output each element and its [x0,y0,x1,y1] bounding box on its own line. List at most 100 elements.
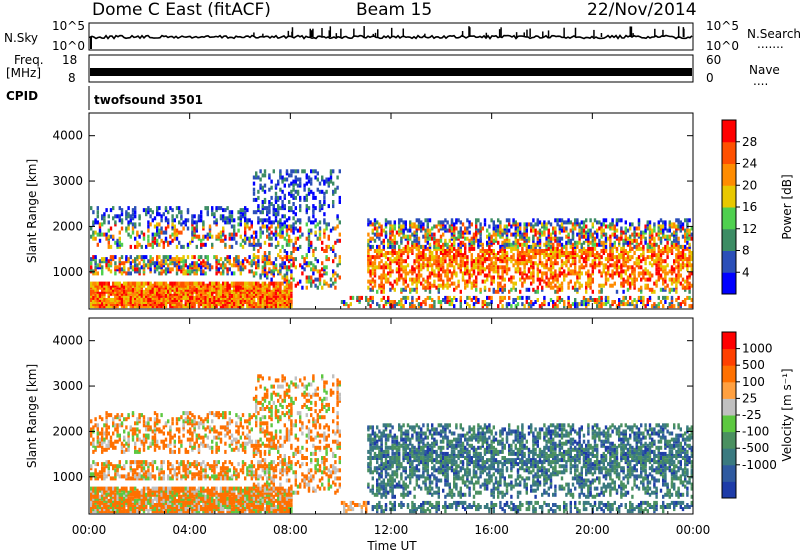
heatmap-cell [374,265,376,269]
heatmap-cell [90,257,92,261]
heatmap-cell [262,186,264,190]
heatmap-cell [497,218,499,222]
heatmap-cell [506,302,508,306]
heatmap-cell [288,173,290,177]
heatmap-cell [325,227,327,231]
heatmap-cell [578,259,580,263]
heatmap-cell [418,237,420,241]
heatmap-cell [380,274,382,278]
heatmap-cell [136,263,138,267]
heatmap-cell [231,210,233,214]
heatmap-cell [369,220,371,224]
heatmap-cell [156,298,158,302]
heatmap-cell [556,237,558,241]
heatmap-cell [244,210,246,214]
heatmap-cell [336,239,338,243]
heatmap-cell [312,192,314,196]
heatmap-cell [479,249,481,253]
heatmap-cell [174,225,176,229]
heatmap-cell [226,255,228,259]
heatmap-cell [143,290,145,294]
heatmap-cell [321,176,323,180]
heatmap-cell [367,218,369,222]
heatmap-cell [165,216,167,220]
heatmap-cell [385,265,387,269]
heatmap-cell [420,263,422,267]
heatmap-cell [427,247,429,251]
heatmap-cell [521,243,523,247]
heatmap-cell [680,257,682,261]
heatmap-cell [158,212,160,216]
heatmap-cell [466,227,468,231]
heatmap-cell [605,218,607,222]
heatmap-cell [686,280,688,284]
heatmap-cell [400,225,402,229]
heatmap-cell [633,304,635,308]
heatmap-cell [290,239,292,243]
heatmap-cell [521,255,523,259]
heatmap-cell [97,476,99,480]
heatmap-cell [308,216,310,220]
heatmap-cell [257,292,259,296]
heatmap-cell [512,257,514,261]
heatmap-cell [532,261,534,265]
heatmap-cell [468,269,470,273]
heatmap-cell [530,276,532,280]
heatmap-cell [372,286,374,290]
heatmap-cell [587,229,589,233]
heatmap-cell [336,225,338,229]
heatmap-cell [114,220,116,224]
heatmap-cell [594,231,596,235]
heatmap-cell [616,229,618,233]
heatmap-cell [105,493,107,497]
heatmap-cell [317,171,319,175]
heatmap-cell [548,278,550,282]
heatmap-cell [655,271,657,275]
heatmap-cell [400,218,402,222]
heatmap-cell [152,233,154,237]
heatmap-cell [398,267,400,271]
heatmap-cell [160,263,162,267]
heatmap-cell [468,276,470,280]
heatmap-cell [662,225,664,229]
heatmap-cell [420,220,422,224]
heatmap-cell [396,278,398,282]
heatmap-cell [231,294,233,298]
heatmap-cell [682,278,684,282]
heatmap-cell [504,265,506,269]
heatmap-cell [182,245,184,249]
heatmap-cell [163,269,165,273]
heatmap-cell [532,235,534,239]
heatmap-cell [680,302,682,306]
heatmap-cell [147,282,149,286]
heatmap-cell [94,237,96,241]
heatmap-cell [310,190,312,194]
heatmap-cell [671,304,673,308]
heatmap-cell [273,282,275,286]
heatmap-cell [220,214,222,218]
heatmap-cell [268,237,270,241]
heatmap-cell [581,263,583,267]
heatmap-cell [306,208,308,212]
heatmap-cell [92,237,94,241]
heatmap-cell [592,251,594,255]
heatmap-cell [303,188,305,192]
heatmap-cell [237,229,239,233]
heatmap-cell [688,290,690,294]
heatmap-cell [545,222,547,226]
heatmap-cell [539,269,541,273]
heatmap-cell [167,267,169,271]
heatmap-cell [607,257,609,261]
heatmap-cell [501,253,503,257]
heatmap-cell [281,227,283,231]
heatmap-cell [378,237,380,241]
heatmap-cell [460,296,462,300]
heatmap-cell [519,231,521,235]
heatmap-cell [519,227,521,231]
heatmap-cell [451,243,453,247]
heatmap-cell [416,274,418,278]
heatmap-cell [292,202,294,206]
heatmap-cell [552,237,554,241]
heatmap-cell [284,194,286,198]
heatmap-cell [561,243,563,247]
